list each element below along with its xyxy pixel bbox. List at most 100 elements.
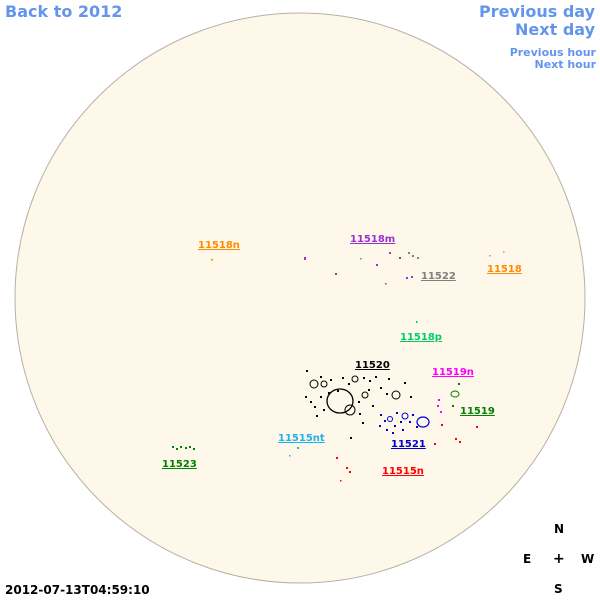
sunspot-marker [489,255,491,257]
sunspot-marker [289,455,291,457]
sunspot-marker [360,258,362,260]
sunspot-marker [309,379,319,389]
region-link-11523[interactable]: 11523 [162,459,197,470]
sunspot-marker [380,387,382,389]
sunspot-marker [310,401,312,403]
next-day-link[interactable]: Next day [515,20,595,39]
region-link-11518n[interactable]: 11518n [198,240,240,251]
region-label: 11520 [355,360,390,371]
sunspot-marker [394,425,396,427]
region-label: 11523 [162,459,197,470]
region-label: 11519 [460,406,495,417]
region-group: 11521 [379,412,430,450]
sunspot-marker [455,438,457,440]
sunspot-marker [349,471,351,473]
sunspot-marker [346,467,348,469]
sunspot-marker [399,257,401,259]
sunspot-marker [450,390,460,398]
sunspot-marker [385,283,387,285]
sunspot-marker [172,446,174,448]
sunspot-marker [459,441,461,443]
back-to-year-link[interactable]: Back to 2012 [5,2,123,21]
sunspot-marker [314,406,316,408]
sunspot-marker [416,321,418,323]
region-label: 11519n [432,367,474,378]
sunspot-marker [359,413,361,415]
sunspot-marker [437,405,439,407]
sunspot-marker [320,380,328,388]
sunspot-marker [391,390,401,400]
sunspot-marker [386,429,388,431]
region-link-11518m[interactable]: 11518m [350,234,395,245]
region-label: 11518m [350,234,395,245]
sunspot-marker [340,480,342,482]
region-link-11519[interactable]: 11519 [460,406,495,417]
sunspot-marker [406,277,408,279]
sunspot-marker [297,447,299,449]
region-group: 11518n [198,240,240,261]
sunspot-marker [416,416,430,428]
sunspot-marker [335,273,337,275]
sunspot-marker [320,376,322,378]
region-label: 11518 [487,264,522,275]
sunspot-marker [503,251,505,253]
sunspot-marker [211,259,213,261]
compass-south: S [554,582,563,596]
region-group: 11518 [487,251,522,275]
sunspot-marker [336,457,338,459]
sunspot-marker [409,421,411,423]
region-group: 11515nt [278,433,325,457]
compass-west: W [581,552,595,566]
sunspot-marker [410,396,412,398]
sunspot-marker [396,412,398,414]
previous-hour-link[interactable]: Previous hour [509,46,596,59]
sunspot-marker [193,448,195,450]
sunspot-marker [358,401,360,403]
region-group: 11515n [336,424,478,482]
sunspot-marker [438,399,440,401]
sunspot-marker [330,379,332,381]
region-link-11521[interactable]: 11521 [391,439,426,450]
region-link-11522[interactable]: 11522 [421,271,456,282]
sunspot-marker [362,422,364,424]
sunspot-marker [368,389,370,391]
sunspot-marker [351,375,359,383]
region-label: 11515n [382,466,424,477]
region-label: 11515nt [278,433,325,444]
sunspot-marker [387,416,393,422]
region-link-11515nt[interactable]: 11515nt [278,433,325,444]
region-group: 11523 [162,446,197,470]
region-group: 11520 [305,360,412,439]
sunspot-marker [400,421,402,423]
sunspot-marker [458,383,460,385]
next-hour-link[interactable]: Next hour [534,58,597,71]
region-group: 11519n [432,367,474,413]
sunspot-marker [189,446,191,448]
region-link-11518[interactable]: 11518 [487,264,522,275]
sunspot-marker [401,412,409,420]
sunspot-marker [369,380,371,382]
sunspot-marker [416,426,418,428]
sunspot-marker [304,257,306,260]
region-label: 11521 [391,439,426,450]
region-link-11518p[interactable]: 11518p [400,332,442,343]
region-link-11519n[interactable]: 11519n [432,367,474,378]
sunspot-marker [176,448,178,450]
sunspot-marker [434,443,436,445]
compass-center: + [553,551,565,567]
sunspot-marker [412,414,414,416]
sunspot-marker [408,252,410,254]
region-link-11515n[interactable]: 11515n [382,466,424,477]
observation-timestamp: 2012-07-13T04:59:10 [5,583,150,597]
region-group: 11522 [360,252,456,282]
region-label: 11518n [198,240,240,251]
region-label: 11518p [400,332,442,343]
previous-day-link[interactable]: Previous day [478,2,595,21]
sunspot-marker [361,391,369,399]
sunspot-marker [342,377,344,379]
region-link-11520[interactable]: 11520 [355,360,390,371]
sunspot-marker [337,390,339,392]
region-label: 11522 [421,271,456,282]
sunspot-marker [402,429,404,431]
